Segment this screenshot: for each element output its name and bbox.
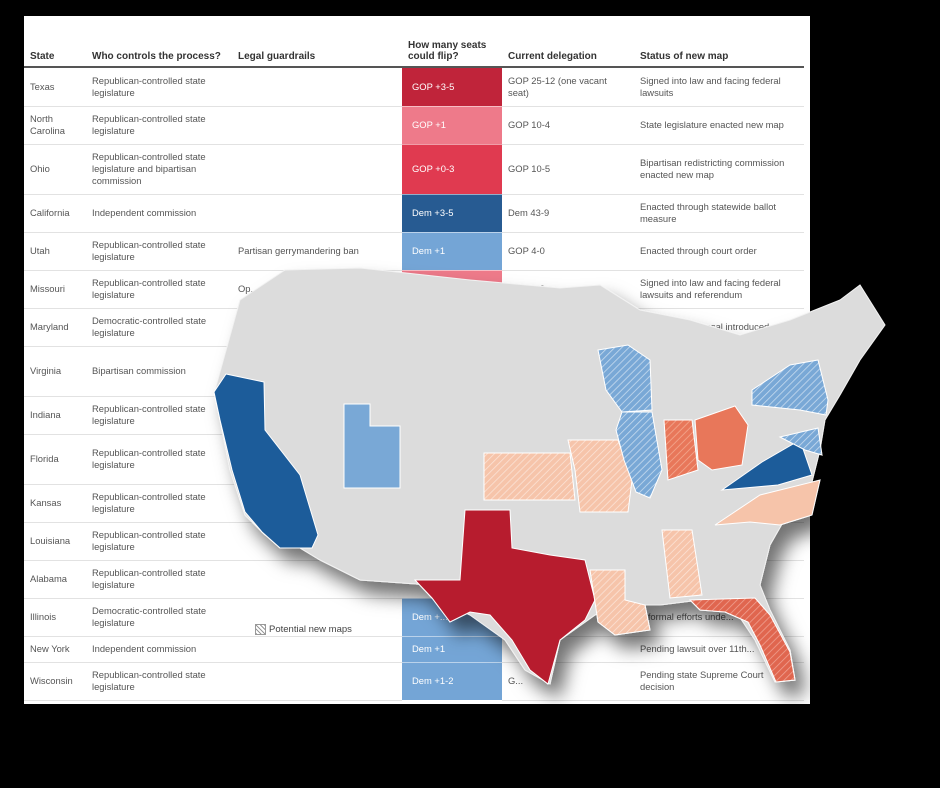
header-status: Status of new map (634, 16, 804, 68)
control-cell: Republican-controlled state legislature (86, 232, 232, 271)
state-maryland (778, 427, 823, 456)
table-row: California Independent commission Dem +3-5… (24, 194, 804, 233)
state-illinois (615, 411, 663, 499)
control-cell: Republican-controlled state legislature (86, 396, 232, 435)
table-row: North Carolina Republican-controlled stat… (24, 106, 804, 145)
header-guardrails: Legal guardrails (232, 16, 402, 68)
guardrails-cell (232, 194, 402, 233)
table-row: Texas Republican-controlled state legisla… (24, 67, 804, 107)
status-cell: State legislature enacted new map (634, 106, 804, 145)
control-cell: Republican-controlled state legislature (86, 270, 232, 309)
state-wisconsin (597, 344, 653, 413)
state-florida (688, 597, 796, 683)
state-alabama (661, 529, 703, 599)
control-cell: Republican-controlled state legislature (86, 67, 232, 107)
us-map-body (213, 267, 886, 685)
state-cell: California (24, 194, 86, 233)
guardrails-cell (232, 662, 402, 701)
control-cell: Independent commission (86, 636, 232, 663)
flip-cell: GOP +3-5 (402, 67, 502, 107)
control-cell: Republican-controlled state legislature (86, 522, 232, 561)
control-cell: Bipartisan commission (86, 346, 232, 397)
guardrails-cell (232, 67, 402, 107)
status-cell: Bipartisan redistricting commission enac… (634, 144, 804, 195)
state-cell: Virginia (24, 346, 86, 397)
legend-label: Potential new maps (269, 624, 352, 635)
status-cell: Signed into law and facing federal lawsu… (634, 270, 804, 309)
map-legend: Potential new maps (255, 624, 352, 635)
state-texas (413, 509, 596, 685)
state-new-york (751, 359, 829, 416)
hatch-swatch-icon (255, 624, 266, 635)
state-cell: Louisiana (24, 522, 86, 561)
status-cell: Signed into law and facing federal lawsu… (634, 67, 804, 107)
state-missouri (567, 439, 633, 513)
control-cell: Democratic-controlled state legislature (86, 598, 232, 637)
flip-cell: GOP +0-3 (402, 144, 502, 195)
delegation-cell: GOP 4-0 (502, 232, 634, 271)
control-cell: Republican-controlled state legislature (86, 106, 232, 145)
control-cell: Republican-controlled state legislature … (86, 144, 232, 195)
flip-cell: Dem +1-2 (402, 662, 502, 701)
state-utah (343, 403, 401, 489)
delegation-cell: GOP 10-5 (502, 144, 634, 195)
control-cell: Democratic-controlled state legislature (86, 308, 232, 347)
state-cell: Alabama (24, 560, 86, 599)
state-cell: Wisconsin (24, 662, 86, 701)
state-cell: Maryland (24, 308, 86, 347)
table-header-row: State Who controls the process? Legal gu… (24, 16, 804, 68)
table-row: Utah Republican-controlled state legislat… (24, 232, 804, 271)
delegation-cell: GOP 10-4 (502, 106, 634, 145)
header-flip: How many seats could flip? (402, 16, 502, 68)
state-cell: Indiana (24, 396, 86, 435)
state-cell: Utah (24, 232, 86, 271)
state-louisiana (589, 569, 651, 636)
state-ohio (694, 405, 749, 471)
guardrails-cell (232, 106, 402, 145)
state-north-carolina (714, 479, 821, 526)
state-cell: North Carolina (24, 106, 86, 145)
state-cell: Ohio (24, 144, 86, 195)
header-state: State (24, 16, 86, 68)
delegation-cell: GOP 25-12 (one vacant seat) (502, 67, 634, 107)
flip-cell: Dem +3-5 (402, 194, 502, 233)
state-cell: New York (24, 636, 86, 663)
state-cell: Texas (24, 67, 86, 107)
state-indiana (663, 419, 699, 481)
control-cell: Republican-controlled state legislature (86, 560, 232, 599)
status-cell: Enacted through statewide ballot measure (634, 194, 804, 233)
state-virginia (720, 439, 813, 491)
status-cell: Enacted through court order (634, 232, 804, 271)
state-cell: Kansas (24, 484, 86, 523)
table-row: Ohio Republican-controlled state legislat… (24, 144, 804, 195)
state-california (213, 373, 319, 549)
header-delegation: Current delegation (502, 16, 634, 68)
guardrails-cell (232, 144, 402, 195)
control-cell: Republican-controlled state legislature (86, 662, 232, 701)
control-cell: Independent commission (86, 194, 232, 233)
state-cell: Florida (24, 434, 86, 485)
flip-cell: Dem +1 (402, 636, 502, 663)
delegation-cell: Dem 43-9 (502, 194, 634, 233)
state-kansas (483, 452, 576, 501)
table-row: Wisconsin Republican-controlled state leg… (24, 662, 804, 701)
state-cell: Illinois (24, 598, 86, 637)
flip-cell: GOP +1 (402, 106, 502, 145)
header-control: Who controls the process? (86, 16, 232, 68)
guardrails-cell (232, 636, 402, 663)
control-cell: Republican-controlled state legislature (86, 434, 232, 485)
control-cell: Republican-controlled state legislature (86, 484, 232, 523)
flip-cell: Dem +1 (402, 232, 502, 271)
state-cell: Missouri (24, 270, 86, 309)
